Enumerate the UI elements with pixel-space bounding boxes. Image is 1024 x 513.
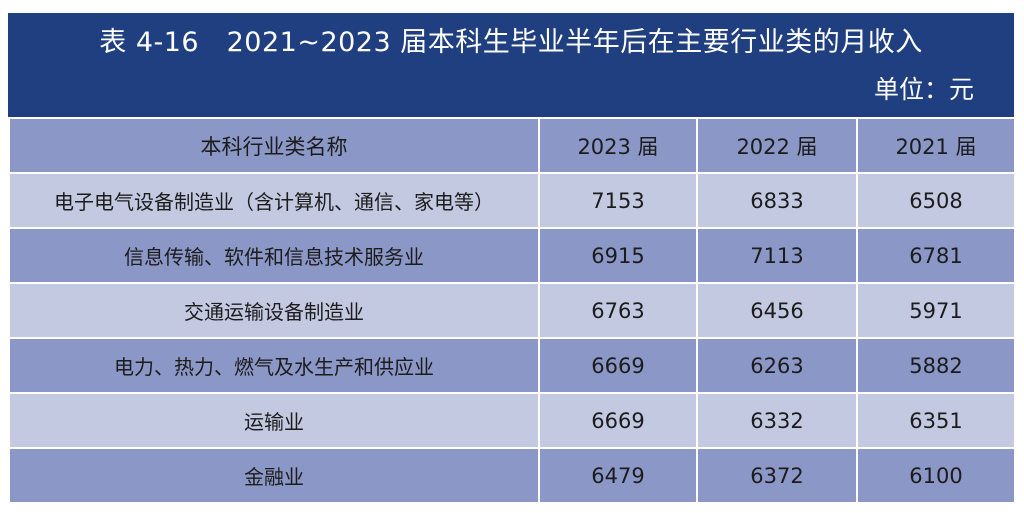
table-row: 电力、热力、燃气及水生产和供应业 6669 6263 5882: [8, 337, 1016, 394]
income-2021-cell: 5882: [856, 337, 1016, 394]
income-table: 本科行业类名称 2023 届 2022 届 2021 届 电子电气设备制造业（含…: [8, 117, 1016, 504]
table-row: 电子电气设备制造业（含计算机、通信、家电等） 7153 6833 6508: [8, 172, 1016, 229]
title-band: 表 4-16 2021~2023 届本科生毕业半年后在主要行业类的月收入 单位：…: [8, 13, 1014, 117]
income-2023-cell: 6669: [538, 337, 698, 394]
income-2023-cell: 6669: [538, 392, 698, 449]
income-2021-cell: 6781: [856, 227, 1016, 284]
industry-name-cell: 运输业: [8, 392, 540, 449]
industry-name-cell: 电子电气设备制造业（含计算机、通信、家电等）: [8, 172, 540, 229]
income-2021-cell: 6100: [856, 447, 1016, 504]
income-2021-cell: 5971: [856, 282, 1016, 339]
income-2022-cell: 6332: [696, 392, 858, 449]
table-row: 交通运输设备制造业 6763 6456 5971: [8, 282, 1016, 339]
table-row: 运输业 6669 6332 6351: [8, 392, 1016, 449]
table-row: 金融业 6479 6372 6100: [8, 447, 1016, 504]
header-2023: 2023 届: [538, 117, 698, 174]
industry-name-cell: 金融业: [8, 447, 540, 504]
income-2022-cell: 6456: [696, 282, 858, 339]
income-2022-cell: 6372: [696, 447, 858, 504]
industry-name-cell: 电力、热力、燃气及水生产和供应业: [8, 337, 540, 394]
table-title: 表 4-16 2021~2023 届本科生毕业半年后在主要行业类的月收入: [99, 27, 923, 58]
income-2023-cell: 6479: [538, 447, 698, 504]
income-2023-cell: 6915: [538, 227, 698, 284]
table-row: 信息传输、软件和信息技术服务业 6915 7113 6781: [8, 227, 1016, 284]
industry-name-cell: 交通运输设备制造业: [8, 282, 540, 339]
table-header-row: 本科行业类名称 2023 届 2022 届 2021 届: [8, 117, 1016, 174]
income-2022-cell: 7113: [696, 227, 858, 284]
income-2023-cell: 6763: [538, 282, 698, 339]
income-2022-cell: 6263: [696, 337, 858, 394]
income-2021-cell: 6508: [856, 172, 1016, 229]
header-industry-name: 本科行业类名称: [8, 117, 540, 174]
header-2022: 2022 届: [696, 117, 858, 174]
income-2023-cell: 7153: [538, 172, 698, 229]
income-2021-cell: 6351: [856, 392, 1016, 449]
income-table-figure: 表 4-16 2021~2023 届本科生毕业半年后在主要行业类的月收入 单位：…: [8, 13, 1016, 504]
industry-name-cell: 信息传输、软件和信息技术服务业: [8, 227, 540, 284]
header-2021: 2021 届: [856, 117, 1016, 174]
unit-label: 单位：元: [873, 75, 974, 104]
income-2022-cell: 6833: [696, 172, 858, 229]
